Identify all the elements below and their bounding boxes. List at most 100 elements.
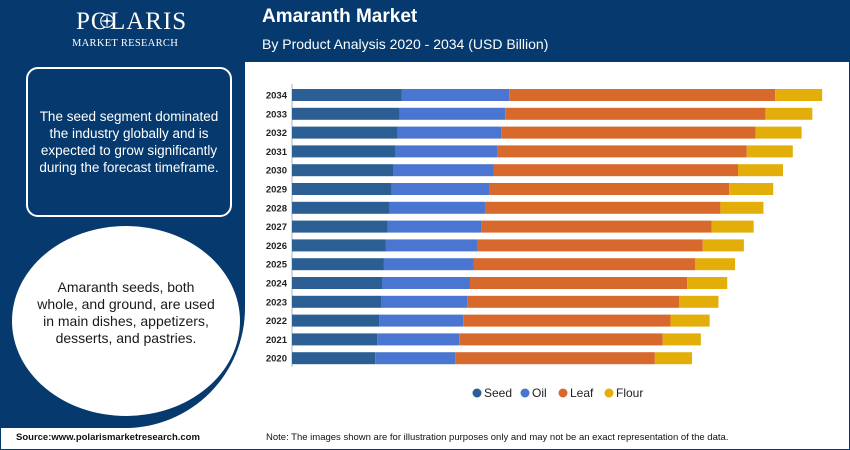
bar-segment-flour bbox=[711, 220, 754, 233]
y-tick-label: 2024 bbox=[266, 279, 288, 290]
bar-segment-seed bbox=[292, 107, 400, 120]
bar-segment-seed bbox=[292, 89, 402, 101]
bar-segment-leaf bbox=[467, 295, 680, 308]
legend-label-seed: Seed bbox=[484, 386, 512, 400]
bar-segment-seed bbox=[292, 183, 392, 195]
bar-segment-leaf bbox=[501, 126, 756, 139]
chart-title: Amaranth Market bbox=[262, 6, 418, 27]
bar-segment-leaf bbox=[459, 333, 663, 346]
bar-segment-oil bbox=[397, 126, 502, 139]
bar-segment-flour bbox=[662, 333, 701, 346]
bar-segment-flour bbox=[765, 107, 813, 120]
y-tick-label: 2026 bbox=[266, 241, 287, 252]
bar-segment-oil bbox=[393, 164, 494, 177]
bar-segment-leaf bbox=[485, 201, 721, 214]
bar-segment-flour bbox=[694, 258, 736, 271]
legend-marker-leaf bbox=[558, 388, 568, 398]
bar-segment-leaf bbox=[497, 145, 747, 158]
bar-segment-oil bbox=[387, 220, 482, 233]
y-tick-label: 2027 bbox=[266, 222, 287, 233]
legend-label-oil: Oil bbox=[532, 386, 547, 400]
bar-segment-leaf bbox=[473, 258, 695, 271]
bar-segment-leaf bbox=[463, 314, 671, 327]
y-tick-label: 2022 bbox=[266, 316, 287, 327]
y-tick-label: 2028 bbox=[266, 203, 287, 214]
bar-segment-seed bbox=[292, 201, 390, 214]
bar-segment-flour bbox=[775, 89, 823, 101]
bars-group bbox=[292, 89, 823, 365]
disclaimer-note: Note: The images shown are for illustrat… bbox=[266, 432, 729, 443]
y-tick-label: 2033 bbox=[266, 109, 287, 120]
y-ticks-group: 2034 2033 2032 2031 2030 2029 2028 2027 2026 2025… bbox=[266, 91, 288, 365]
bar-segment-seed bbox=[292, 277, 382, 289]
source-text: Source:www.polarismarketresearch.com bbox=[16, 432, 200, 443]
bar-segment-oil bbox=[381, 277, 471, 289]
bar-segment-seed bbox=[292, 239, 386, 252]
y-tick-label: 2034 bbox=[266, 91, 288, 102]
bar-segment-flour bbox=[720, 201, 764, 214]
bar-segment-seed bbox=[292, 126, 398, 139]
bar-segment-oil bbox=[381, 295, 468, 308]
bar-segment-flour bbox=[687, 277, 728, 289]
bar-segment-oil bbox=[375, 352, 456, 365]
bar-segment-flour bbox=[670, 314, 710, 327]
y-tick-label: 2030 bbox=[266, 166, 287, 177]
legend: Seed Oil Leaf Flour bbox=[472, 386, 643, 400]
y-tick-label: 2025 bbox=[266, 260, 288, 271]
y-tick-label: 2021 bbox=[266, 335, 288, 346]
y-tick-label: 2031 bbox=[266, 147, 288, 158]
bar-segment-oil bbox=[395, 145, 498, 158]
bar-segment-seed bbox=[292, 314, 380, 327]
legend-marker-flour bbox=[604, 388, 614, 398]
bar-segment-leaf bbox=[509, 89, 776, 101]
bar-segment-oil bbox=[379, 314, 464, 327]
bar-segment-seed bbox=[292, 258, 384, 271]
legend-label-flour: Flour bbox=[616, 386, 643, 400]
bar-segment-oil bbox=[401, 89, 510, 101]
bar-segment-seed bbox=[292, 164, 394, 177]
bar-segment-flour bbox=[755, 126, 802, 139]
bar-segment-leaf bbox=[477, 239, 703, 252]
bar-segment-leaf bbox=[481, 220, 712, 233]
bar-segment-seed bbox=[292, 295, 382, 308]
summary-box: The seed segment dominated the industry … bbox=[26, 67, 232, 217]
polaris-logo: POLARIS MARKET RESEARCH bbox=[60, 8, 210, 54]
bar-segment-seed bbox=[292, 220, 388, 233]
bar-segment-flour bbox=[738, 164, 783, 177]
bar-segment-flour bbox=[654, 352, 693, 365]
bar-segment-oil bbox=[399, 107, 506, 120]
bar-segment-flour bbox=[702, 239, 744, 252]
summary-text: The seed segment dominated the industry … bbox=[39, 109, 219, 175]
y-tick-label: 2032 bbox=[266, 128, 287, 139]
info-text: Amaranth seeds, both whole, and ground, … bbox=[37, 279, 215, 346]
bar-segment-leaf bbox=[493, 164, 739, 177]
bar-segment-flour bbox=[729, 183, 774, 195]
bar-segment-oil bbox=[389, 201, 486, 214]
bar-segment-oil bbox=[385, 239, 478, 252]
legend-label-leaf: Leaf bbox=[570, 386, 594, 400]
stacked-bar-chart: 2034 2033 2032 2031 2030 2029 2028 2027 2026 2025… bbox=[266, 84, 823, 400]
bar-segment-leaf bbox=[455, 352, 655, 365]
y-tick-label: 2020 bbox=[266, 354, 287, 365]
bar-segment-seed bbox=[292, 145, 396, 158]
bar-segment-leaf bbox=[470, 277, 688, 289]
legend-marker-seed bbox=[472, 388, 482, 398]
y-tick-label: 2023 bbox=[266, 297, 287, 308]
bar-segment-seed bbox=[292, 333, 378, 346]
bar-segment-oil bbox=[383, 258, 474, 271]
info-circle: Amaranth seeds, both whole, and ground, … bbox=[12, 226, 240, 416]
bar-segment-oil bbox=[391, 183, 490, 195]
star-icon bbox=[99, 13, 115, 29]
bar-segment-flour bbox=[679, 295, 719, 308]
chart-subtitle: By Product Analysis 2020 - 2034 (USD Bil… bbox=[262, 36, 549, 52]
bar-segment-seed bbox=[292, 352, 376, 365]
y-tick-label: 2029 bbox=[266, 185, 287, 196]
bar-segment-leaf bbox=[505, 107, 766, 120]
legend-marker-oil bbox=[520, 388, 530, 398]
bar-segment-oil bbox=[377, 333, 460, 346]
logo-name: POLARIS bbox=[76, 8, 188, 35]
bar-segment-leaf bbox=[489, 183, 730, 195]
logo-subtitle: MARKET RESEARCH bbox=[72, 38, 179, 49]
bar-segment-flour bbox=[746, 145, 793, 158]
